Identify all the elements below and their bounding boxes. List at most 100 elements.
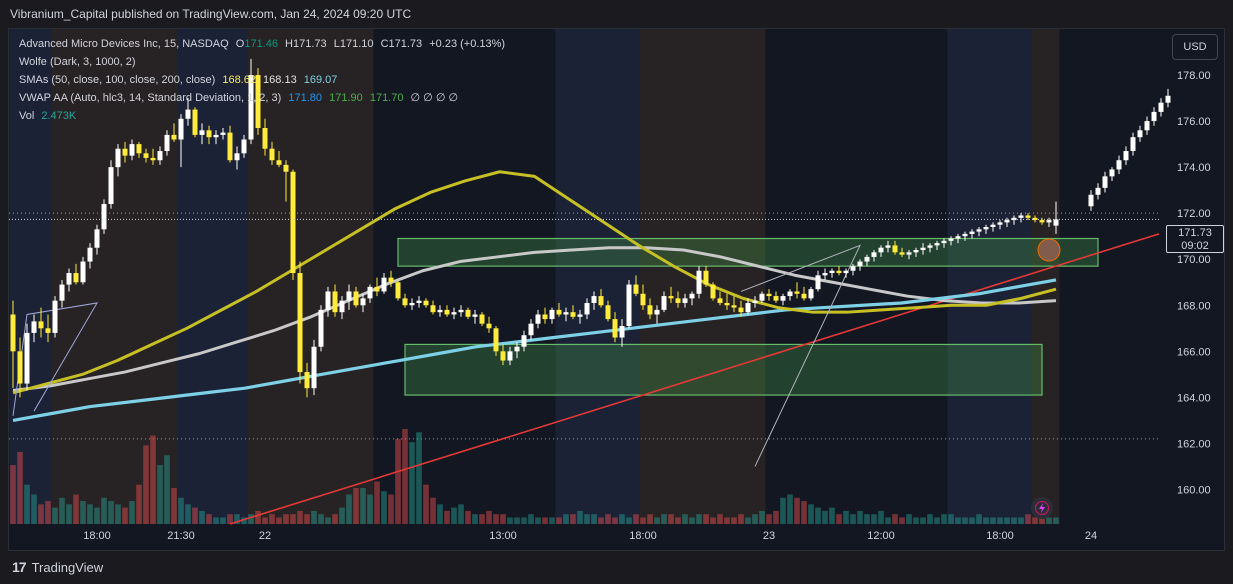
- candle-body-93: [661, 296, 667, 310]
- sma100-value: 168.13: [263, 74, 297, 86]
- legend-sma-row[interactable]: SMAs (50, close, 100, close, 200, close)…: [19, 74, 338, 86]
- tradingview-brand: TradingView: [31, 559, 104, 575]
- symbol-name[interactable]: Advanced Micro Devices Inc, 15, NASDAQ: [19, 38, 229, 50]
- volume-bar-3: [31, 494, 37, 524]
- candle-body-116: [822, 273, 828, 276]
- volume-bar-82: [584, 514, 590, 524]
- candle-body-32: [234, 153, 240, 161]
- candle-body-113: [801, 293, 807, 299]
- volume-bar-8: [66, 504, 72, 524]
- volume-bar-122: [864, 514, 870, 524]
- candle-body-36: [262, 128, 268, 149]
- volume-bar-70: [500, 514, 506, 524]
- x-tick-2: 22: [259, 530, 271, 542]
- volume-bar-129: [913, 517, 919, 524]
- volume-bar-57: [409, 442, 415, 524]
- candle-body-33: [241, 139, 247, 154]
- volume-bar-30: [220, 517, 226, 524]
- volume-bar-94: [668, 514, 674, 524]
- candle-body-55: [395, 282, 401, 299]
- x-tick-1: 21:30: [167, 530, 195, 542]
- legend-vwap-row[interactable]: VWAP AA (Auto, hlc3, 14, Standard Deviat…: [19, 92, 459, 104]
- volume-bar-85: [605, 514, 611, 524]
- volume-bar-126: [892, 514, 898, 524]
- volume-bar-79: [563, 514, 569, 524]
- volume-bar-31: [227, 514, 233, 524]
- volume-bar-74: [528, 514, 534, 524]
- volume-bar-11: [87, 504, 93, 524]
- legend-wolfe-row[interactable]: Wolfe (Dark, 3, 1000, 2): [19, 56, 136, 68]
- volume-bar-25: [185, 504, 191, 524]
- candle-body-135: [955, 236, 961, 239]
- candle-body-27: [199, 130, 205, 135]
- ah-candle-body-160: [1130, 137, 1136, 152]
- legend-volume-row[interactable]: Vol 2.473K: [19, 110, 77, 122]
- ah-candle-body-161: [1137, 130, 1143, 138]
- candle-body-14: [108, 167, 114, 204]
- volume-bar-40: [290, 514, 296, 524]
- volume-bar-14: [108, 501, 114, 524]
- candle-body-22: [164, 134, 170, 152]
- candle-body-139: [983, 227, 989, 230]
- volume-bar-149: [1053, 517, 1059, 524]
- candle-body-86: [612, 319, 618, 338]
- volume-bar-104: [738, 514, 744, 524]
- volume-bar-87: [619, 514, 625, 524]
- session-band-6: [639, 29, 766, 524]
- volume-bar-144: [1018, 517, 1024, 524]
- currency-button[interactable]: USD: [1172, 34, 1218, 60]
- volume-bar-123: [871, 514, 877, 524]
- volume-bar-103: [731, 517, 737, 524]
- volume-bar-124: [878, 510, 884, 524]
- volume-bar-35: [255, 510, 261, 524]
- candle-body-115: [815, 275, 821, 290]
- candle-body-3: [31, 321, 37, 333]
- candle-body-8: [66, 273, 72, 285]
- tradingview-logo[interactable]: 17 TradingView: [12, 559, 103, 575]
- candle-body-130: [920, 247, 926, 251]
- volume-bar-77: [549, 517, 555, 524]
- candle-body-119: [843, 270, 849, 274]
- candle-body-77: [549, 309, 555, 320]
- y-tick-7: 174.00: [1177, 162, 1211, 174]
- chart-panel[interactable]: 160.00 162.00 164.00 166.00 168.00 170.00 172.…: [8, 28, 1225, 551]
- volume-bar-72: [514, 517, 520, 524]
- ah-candle-body-165: [1165, 95, 1171, 103]
- candle-body-64: [458, 309, 464, 313]
- lightning-icon[interactable]: [1031, 497, 1053, 519]
- y-tick-6: 172.00: [1177, 208, 1211, 220]
- candle-body-96: [682, 298, 688, 303]
- candle-body-53: [381, 277, 387, 292]
- volume-bar-100: [710, 517, 716, 524]
- volume-bar-81: [577, 510, 583, 524]
- session-band-1: [51, 29, 178, 524]
- highlight-circle: [1037, 238, 1061, 262]
- volume-bar-136: [962, 517, 968, 524]
- candle-body-15: [115, 148, 121, 168]
- session-band-9: [1031, 29, 1060, 524]
- candle-body-91: [647, 305, 653, 315]
- volume-bar-71: [507, 517, 513, 524]
- candle-body-149: [1053, 219, 1059, 226]
- price-chart[interactable]: 160.00 162.00 164.00 166.00 168.00 170.00 172.…: [9, 29, 1224, 550]
- volume-bar-21: [157, 465, 163, 524]
- candle-body-92: [654, 309, 660, 315]
- candle-body-18: [136, 144, 142, 154]
- volume-bar-26: [192, 507, 198, 524]
- candle-body-44: [318, 309, 324, 347]
- candle-body-28: [206, 130, 212, 138]
- volume-bar-106: [752, 514, 758, 524]
- volume-bar-52: [374, 481, 380, 524]
- candle-body-134: [948, 238, 954, 241]
- volume-bar-86: [612, 517, 618, 524]
- candle-body-148: [1046, 220, 1052, 223]
- volume-bar-112: [794, 497, 800, 524]
- candle-body-19: [143, 153, 149, 158]
- volume-bar-132: [934, 517, 940, 524]
- candle-body-99: [703, 270, 709, 285]
- candle-body-131: [927, 245, 933, 248]
- volume-bar-18: [136, 484, 142, 524]
- volume-bar-2: [24, 484, 30, 524]
- volume-bar-116: [822, 510, 828, 524]
- candle-body-95: [675, 298, 681, 303]
